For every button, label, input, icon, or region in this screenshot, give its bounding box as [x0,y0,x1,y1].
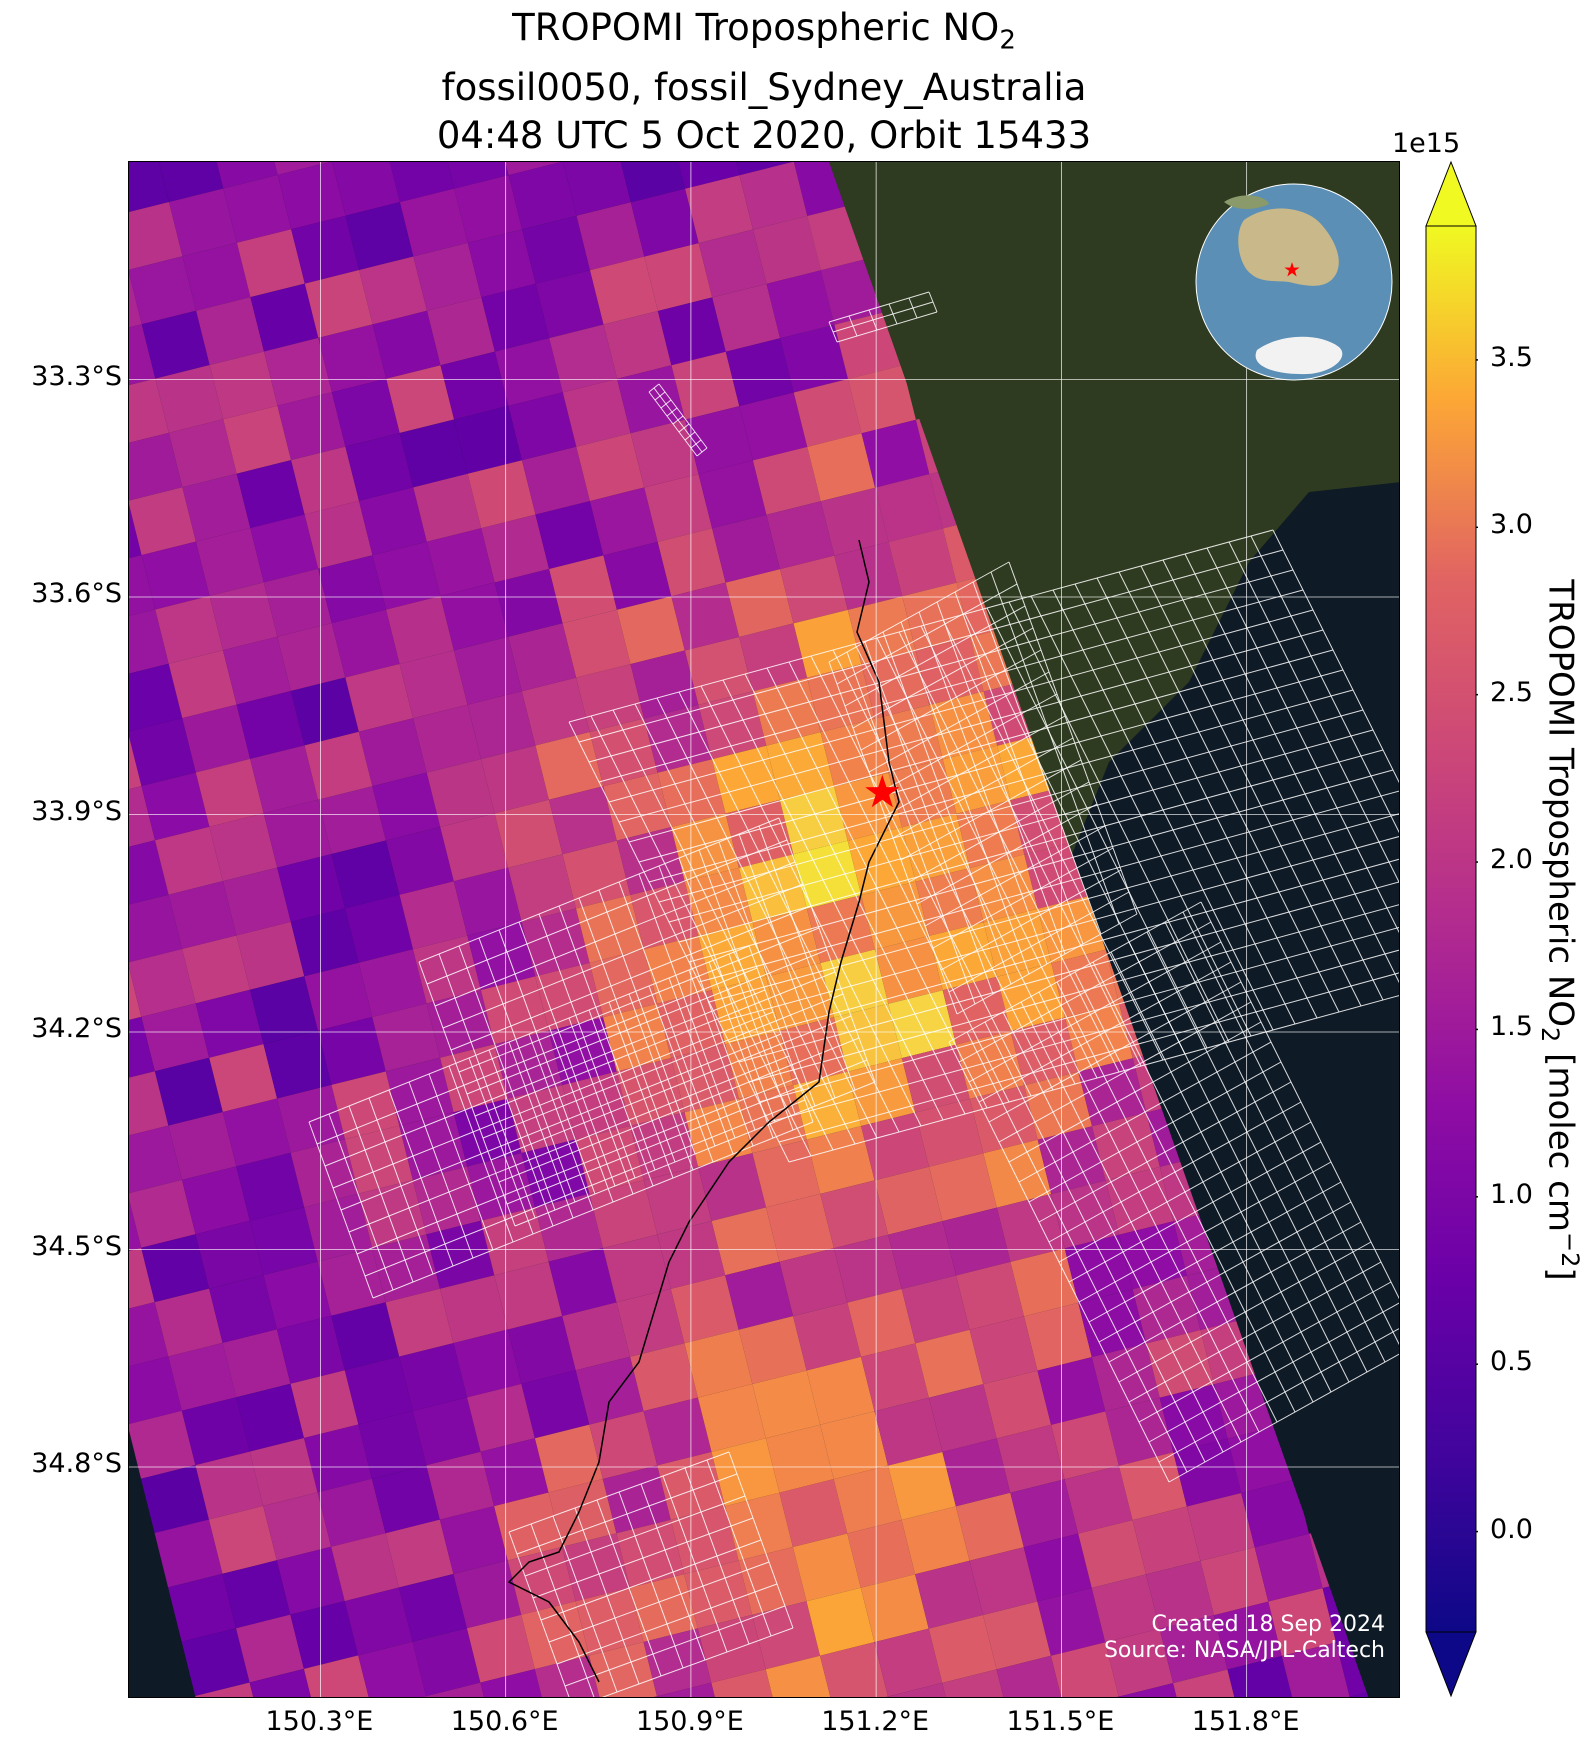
colorbar-gradient [1425,225,1477,1633]
lat-tick-label: 33.3°S [31,360,122,392]
lat-tick-label: 34.8°S [31,1448,122,1479]
lon-tick-label: 150.9°E [635,1706,744,1737]
colorbar-label-superscript: −2 [1556,1231,1585,1268]
no2-pixel-layer [129,162,1369,1697]
lon-tick-label: 150.3°E [265,1706,374,1737]
lon-tick-label: 150.6°E [450,1706,559,1737]
title-line-2: fossil0050, fossil_Sydney_Australia [441,66,1087,110]
lon-tick-label: 151.5°E [1006,1706,1115,1737]
gridlines [129,162,1399,1697]
colorbar-tick-marks [1476,359,1478,1533]
globe-indonesia [1224,195,1269,209]
globe-star-marker [1284,262,1300,277]
figure-title: TROPOMI Tropospheric NO2 fossil0050, fos… [128,4,1400,160]
colorbar-extend-min [1425,1631,1477,1698]
lat-tick-label: 34.5°S [31,1230,122,1262]
site-star [865,774,900,808]
inset-globe [1195,183,1393,381]
colorbar-tick-label: 3.5 [1490,341,1533,373]
globe-australia [1238,208,1339,286]
colorbar-label-suffix: ] [1540,1267,1581,1281]
source-credit: Source: NASA/JPL-Caltech [1103,1638,1385,1663]
footprint-grid-overlay [308,291,1399,1697]
colorbar-exponent: 1e15 [1392,128,1461,159]
map-panel[interactable]: Created 18 Sep 2024 Source: NASA/JPL-Cal… [128,161,1400,1698]
colorbar-tick-label: 0.5 [1490,1346,1533,1378]
colorbar-label-subscript: 2 [1535,1027,1564,1043]
colorbar-tick-label: 1.5 [1490,1011,1533,1043]
lat-tick-label: 33.9°S [31,795,122,827]
title-line-1-text: TROPOMI Tropospheric NO [512,6,1000,49]
title-subscript: 2 [999,25,1016,56]
colorbar-label-prefix: TROPOMI Tropospheric NO [1540,579,1581,1028]
colorbar-label: TROPOMI Tropospheric NO2 [molec cm−2] [1536,579,1584,1280]
title-line-3: 04:48 UTC 5 Oct 2020, Orbit 15433 [436,114,1092,158]
map-canvas[interactable] [129,162,1400,1698]
lat-tick-label: 33.6°S [31,578,122,609]
site-star-marker [865,774,900,808]
globe-antarctica [1255,336,1343,375]
lon-tick-label: 151.8°E [1191,1706,1300,1737]
colorbar-tick-label: 2.0 [1490,844,1533,876]
lon-tick-label: 151.2°E [821,1706,930,1737]
created-credit: Created 18 Sep 2024 [1151,1612,1386,1637]
colorbar-tick-label: 2.5 [1490,676,1533,708]
colorbar-label-units: [molec cm [1540,1042,1581,1232]
colorbar-tick-label: 1.0 [1490,1178,1533,1210]
lat-tick-label: 34.2°S [31,1013,122,1044]
coastline [507,539,900,1683]
colorbar-extend-max [1425,160,1477,227]
title-line-1: TROPOMI Tropospheric NO2 [128,4,1400,64]
colorbar [1425,160,1478,1698]
colorbar-tick-label: 3.0 [1490,509,1533,541]
colorbar-tick-label: 0.0 [1490,1513,1533,1545]
